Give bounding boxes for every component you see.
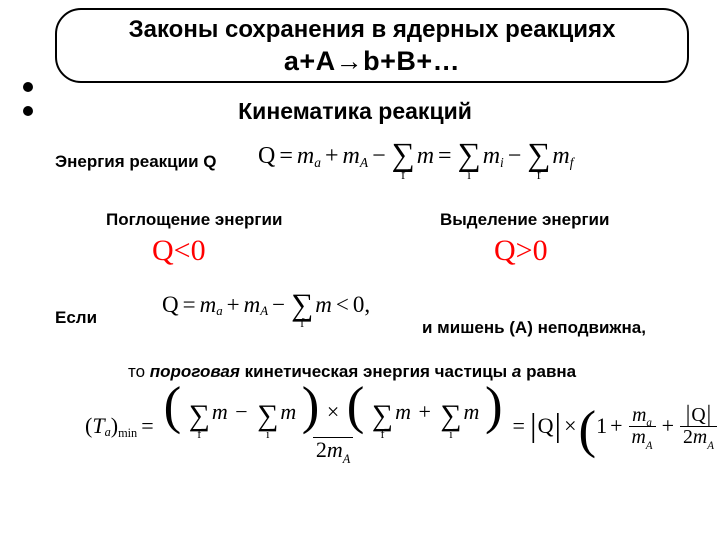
sym-Q: Q [162,292,179,318]
sum-lower-f: f [300,317,304,330]
sum-lower-i: i [449,428,452,440]
kinematics-heading: Кинематика реакций [200,98,510,125]
sum-lower-f: f [197,428,201,440]
q-negative: Q<0 [152,234,206,268]
formula-if: Q=ma + mA − ∑fm <0, [162,285,370,326]
threshold-part-1: то [128,362,150,381]
sum-lower-f: f [537,168,541,181]
emission-label: Выделение энергии [440,210,609,230]
q-positive: Q>0 [494,234,548,268]
sum-lower-i: i [266,428,269,440]
formula-threshold: (Ta)min = ( ∑fm − ∑im ) × ( ∑fm + ∑im ) … [85,392,720,461]
sym-Q: Q [258,143,275,170]
slide: Законы сохранения в ядерных реакциях a+A… [0,0,720,540]
sum-lower-i: i [467,168,471,181]
sum-lower-f: f [380,428,384,440]
bullet-icon [23,82,33,92]
energy-q-label: Энергия реакции Q [55,152,216,172]
sum-lower-f: f [401,168,405,181]
threshold-part-4: a [512,362,521,381]
threshold-part-5: равна [526,362,576,381]
formula-q: Q=ma + mA − ∑fm = ∑imi − ∑fmf [258,135,573,177]
bullet-icon [23,106,33,116]
sym-Q: Q [691,404,705,426]
title-line-1: Законы сохранения в ядерных реакциях [67,16,677,45]
absorption-label: Поглощение энергии [106,210,282,230]
target-label: и мишень (А) неподвижна, [422,318,646,338]
if-label: Если [55,308,97,328]
sym-Q: Q [538,413,554,439]
title-box: Законы сохранения в ядерных реакциях a+A… [55,8,689,83]
title-line-2: a+A→b+B+… [67,45,677,77]
threshold-part-3: кинетическая энергия частицы [245,362,512,381]
